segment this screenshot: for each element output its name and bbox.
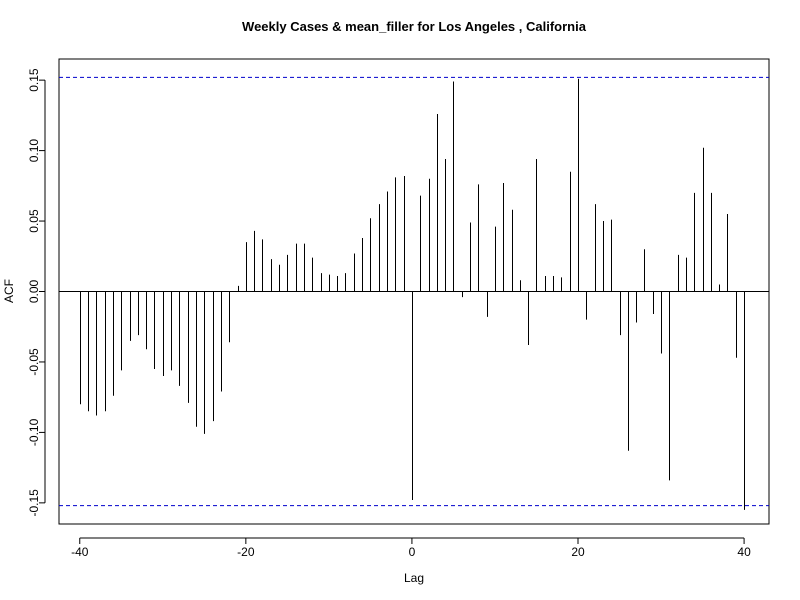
chart-title: Weekly Cases & mean_filler for Los Angel…: [242, 19, 587, 34]
y-tick-label: 0.00: [27, 279, 41, 303]
y-axis: -0.15 -0.10 -0.05 0.00 0.05 0.10 0.15: [27, 68, 46, 517]
x-tick-label: 20: [571, 545, 585, 559]
x-tick-label: 0: [409, 545, 416, 559]
y-tick-label: -0.15: [27, 489, 41, 517]
y-tick-label: 0.15: [27, 68, 41, 92]
y-tick-label: 0.10: [27, 139, 41, 163]
y-tick-label: -0.05: [27, 348, 41, 376]
acf-bars: [80, 78, 745, 510]
x-tick-label: 40: [737, 545, 751, 559]
x-axis: -40 -20 0 20 40: [71, 537, 751, 559]
x-tick-label: -40: [71, 545, 89, 559]
y-axis-label: ACF: [2, 279, 16, 303]
y-tick-label: 0.05: [27, 209, 41, 233]
x-tick-label: -20: [237, 545, 255, 559]
confidence-bounds: [59, 76, 769, 507]
y-tick-label: -0.10: [27, 418, 41, 446]
x-axis-label: Lag: [404, 571, 424, 585]
